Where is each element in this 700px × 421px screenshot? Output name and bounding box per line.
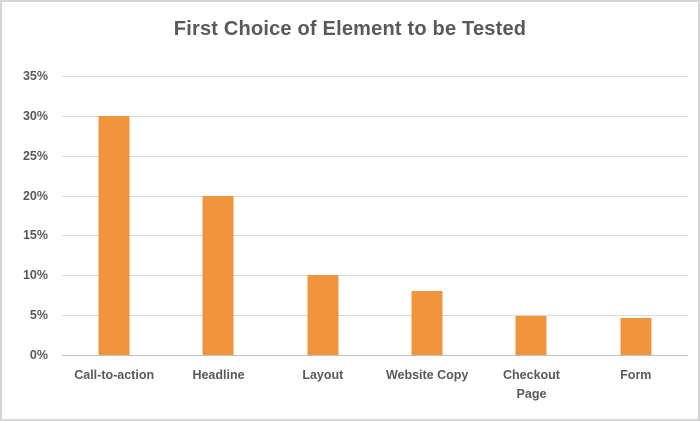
bar [202,195,234,355]
gridline [62,195,688,197]
plot-area [62,76,688,356]
gridline [62,76,688,77]
category-label: Form [620,368,652,382]
y-tick-label: 30% [22,108,48,123]
x-axis-line [62,355,688,356]
y-tick-label: 20% [22,188,48,203]
gridline [62,315,688,317]
bar-slot [271,76,375,355]
gridline [62,155,688,157]
bar-slot [166,76,270,355]
bar-series [62,76,688,355]
category-label: Website Copy [385,368,469,382]
y-tick-label: 10% [22,268,48,283]
gridline [62,115,688,117]
y-tick-label: 35% [22,69,48,83]
y-axis: 35% 30% 25% 20% 15% 10% 5% 0% [2,69,48,362]
y-tick-label: 0% [29,348,48,362]
bar-slot [479,76,583,355]
gridline [62,235,688,237]
x-axis: Call-to-action Headline Layout Website Copy… [62,366,688,404]
y-tick-label: 25% [22,148,48,163]
bar-slot [375,76,479,355]
bar-slot [62,76,166,355]
bar [411,291,443,355]
y-tick-label: 5% [29,308,48,323]
bar [307,275,339,355]
bar-slot [584,76,688,355]
bar [515,315,547,355]
category-label: Layout [302,368,344,382]
gridline [62,275,688,277]
category-label: Headline [192,368,245,382]
bar [620,318,652,355]
category-label: Call-to-action [74,368,155,382]
bar [98,115,130,355]
y-tick-label: 15% [22,228,48,243]
chart-title: First Choice of Element to be Tested [173,18,527,40]
category-label: Checkout Page [503,368,560,401]
